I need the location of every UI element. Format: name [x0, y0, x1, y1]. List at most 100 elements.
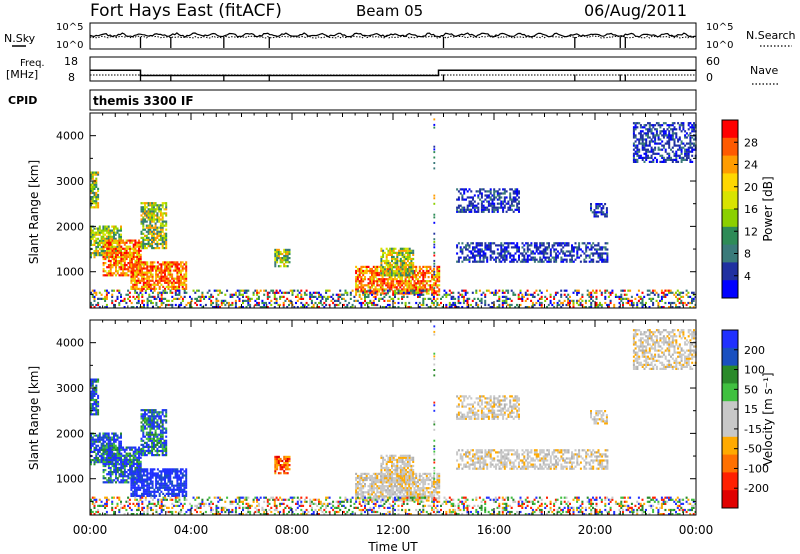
power-echo-cell: [161, 247, 164, 250]
power-echo-cell: [604, 203, 607, 206]
power-echo-cell: [648, 297, 651, 300]
power-echo-cell: [133, 269, 136, 272]
power-echo-cell: [288, 257, 291, 260]
power-echo-cell: [151, 301, 154, 305]
power-echo-cell: [455, 306, 458, 309]
power-echo-cell: [208, 295, 211, 298]
power-echo-cell: [648, 289, 651, 292]
power-echo-cell: [236, 295, 239, 298]
power-echo-cell: [174, 291, 177, 294]
power-echo-cell: [693, 128, 695, 131]
power-echo-cell: [151, 267, 154, 270]
power-echo-cell: [487, 190, 490, 193]
power-echo-cell: [185, 267, 188, 270]
power-echo-cell: [600, 293, 603, 296]
power-echo-cell: [288, 303, 290, 307]
power-echo-cell: [489, 248, 492, 251]
power-echo-cell: [277, 252, 280, 256]
velocity-echo-cell: [115, 454, 117, 457]
velocity-echo-cell: [107, 440, 110, 443]
velocity-echo-cell: [109, 479, 112, 482]
power-echo-cell: [556, 250, 559, 253]
power-echo-cell: [376, 267, 379, 271]
power-echo-cell: [109, 272, 112, 275]
power-echo-cell: [273, 306, 276, 309]
power-echo-cell: [158, 232, 161, 235]
power-echo-cell: [394, 266, 397, 269]
power-echo-cell: [670, 134, 672, 137]
power-echo-cell: [111, 266, 114, 269]
power-echo-cell: [479, 192, 482, 195]
power-echo-cell: [90, 252, 92, 255]
power-echo-cell: [503, 260, 506, 263]
power-echo-cell: [141, 301, 144, 305]
power-echo-cell: [599, 301, 601, 305]
velocity-echo-cell: [127, 481, 130, 484]
power-echo-cell: [95, 293, 98, 296]
power-echo-cell: [668, 140, 671, 143]
nsky-label: N.Sky: [4, 32, 36, 45]
power-echo-cell: [149, 242, 152, 246]
power-echo-cell: [420, 267, 423, 271]
power-echo-cell: [104, 225, 107, 228]
power-echo-cell: [415, 269, 418, 273]
power-echo-cell: [486, 244, 489, 247]
power-echo-cell: [678, 128, 681, 131]
power-echo-cell: [392, 297, 395, 300]
power-echo-cell: [147, 245, 150, 248]
power-echo-cell: [687, 146, 690, 149]
power-echo-cell: [160, 271, 163, 274]
power-echo-cell: [362, 301, 365, 305]
power-echo-cell: [276, 248, 279, 251]
power-echo-cell: [468, 260, 471, 263]
velocity-echo-cell: [116, 456, 119, 459]
power-echo-cell: [348, 301, 351, 305]
power-echo-cell: [662, 158, 665, 161]
power-echo-cell: [486, 248, 489, 251]
power-echo-cell: [309, 293, 312, 296]
power-echo-cell: [560, 248, 563, 251]
power-echo-cell: [588, 254, 591, 257]
power-echo-cell: [149, 287, 152, 290]
noise-spikes: [139, 37, 626, 48]
power-echo-cell: [472, 206, 474, 209]
power-echo-cell: [358, 271, 361, 275]
power-echo-cell: [161, 230, 164, 233]
velocity-echo-cell: [93, 457, 96, 460]
power-echo-cell: [422, 280, 425, 283]
power-echo-cell: [114, 299, 117, 302]
power-echo-cell: [156, 275, 159, 278]
power-echo-cell: [583, 252, 586, 255]
power-echo-cell: [514, 306, 517, 309]
power-echo-cell: [204, 295, 207, 298]
velocity-echo-cell: [102, 475, 105, 478]
power-echo-cell: [498, 202, 501, 205]
power-echo-cell: [509, 188, 512, 191]
power-echo-cell: [98, 252, 101, 255]
velocity-echo-cell: [125, 479, 128, 482]
power-echo-cell: [480, 299, 483, 302]
power-echo-cell: [161, 214, 164, 217]
power-echo-cell: [158, 306, 161, 309]
power-echo-cell: [680, 291, 683, 294]
power-echo-cell: [560, 250, 563, 253]
velocity-echo-cell: [95, 444, 98, 447]
power-echo-cell: [397, 284, 400, 287]
power-echo-cell: [388, 278, 391, 281]
power-echo-cell: [572, 299, 575, 302]
power-echo-cell: [279, 252, 282, 256]
power-echo-cell: [90, 187, 92, 190]
power-echo-cell: [503, 192, 506, 195]
power-echo-cell: [122, 253, 125, 256]
power-echo-cell: [486, 196, 489, 199]
power-echo-cell: [142, 277, 145, 280]
power-echo-cell: [203, 297, 206, 300]
power-echo-cell: [129, 245, 132, 248]
velocity-echo-cell: [107, 438, 110, 441]
power-echo-cell: [638, 140, 641, 143]
power-echo-cell: [129, 270, 132, 273]
power-echo-cell: [509, 194, 512, 197]
power-echo-cell: [693, 142, 695, 145]
power-echo-cell: [155, 297, 158, 300]
power-echo-cell: [358, 293, 361, 296]
